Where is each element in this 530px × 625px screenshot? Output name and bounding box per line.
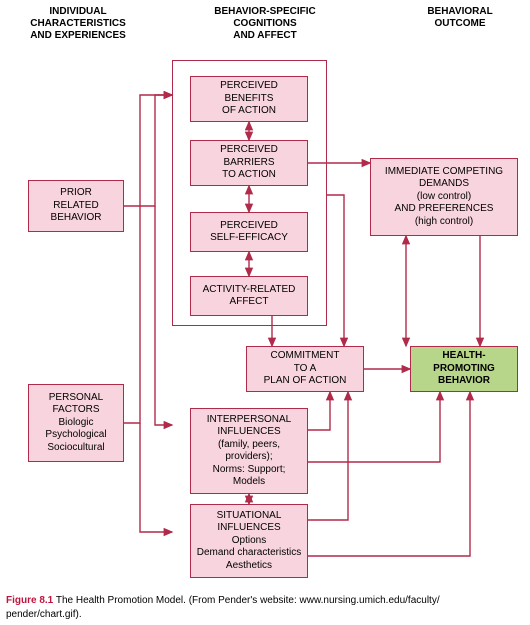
header-col2: BEHAVIOR-SPECIFICCOGNITIONSAND AFFECT — [190, 6, 340, 42]
node-outcome: HEALTH-PROMOTINGBEHAVIOR — [410, 346, 518, 392]
node-situ: SITUATIONALINFLUENCESOptionsDemand chara… — [190, 504, 308, 578]
figure-caption: Figure 8.1 The Health Promotion Model. (… — [6, 594, 526, 621]
node-prior: PRIORRELATEDBEHAVIOR — [28, 180, 124, 232]
figure-text: The Health Promotion Model. (From Pender… — [6, 595, 440, 620]
node-personal: PERSONALFACTORSBiologicPsychologicalSoci… — [28, 384, 124, 462]
node-benefits: PERCEIVEDBENEFITSOF ACTION — [190, 76, 308, 122]
header-col3: BEHAVIORALOUTCOME — [405, 6, 515, 30]
figure-number: Figure 8.1 — [6, 595, 53, 606]
header-col1: INDIVIDUALCHARACTERISTICSAND EXPERIENCES — [18, 6, 138, 42]
node-interp: INTERPERSONALINFLUENCES(family, peers,pr… — [190, 408, 308, 494]
node-barriers: PERCEIVEDBARRIERSTO ACTION — [190, 140, 308, 186]
node-compete: IMMEDIATE COMPETINGDEMANDS(low control)A… — [370, 158, 518, 236]
node-commit: COMMITMENTTO APLAN OF ACTION — [246, 346, 364, 392]
node-affect: ACTIVITY-RELATEDAFFECT — [190, 276, 308, 316]
node-efficacy: PERCEIVEDSELF-EFFICACY — [190, 212, 308, 252]
diagram-canvas: INDIVIDUALCHARACTERISTICSAND EXPERIENCES… — [0, 0, 530, 625]
